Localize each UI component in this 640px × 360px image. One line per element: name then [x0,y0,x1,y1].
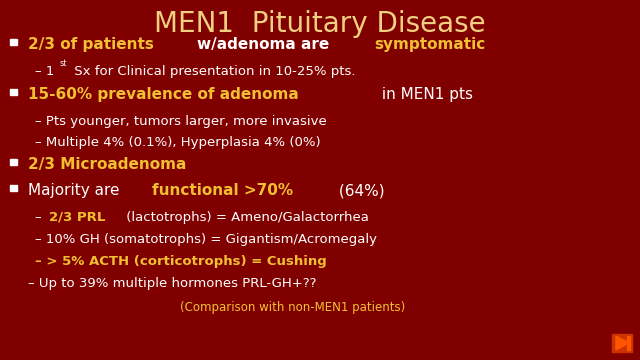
Text: w/adenoma are: w/adenoma are [197,37,335,52]
Text: –: – [35,211,46,224]
Text: – 1: – 1 [35,65,54,78]
Text: 2/3 of patients: 2/3 of patients [28,37,159,52]
Text: – Up to 39% multiple hormones PRL-GH+??: – Up to 39% multiple hormones PRL-GH+?? [28,277,317,290]
Text: (Comparison with non-MEN1 patients): (Comparison with non-MEN1 patients) [180,301,405,314]
Text: – 10% GH (somatotrophs) = Gigantism/Acromegaly: – 10% GH (somatotrophs) = Gigantism/Acro… [35,233,377,246]
Text: functional >70%: functional >70% [152,183,294,198]
Text: 2/3 PRL: 2/3 PRL [49,211,106,224]
Polygon shape [616,336,629,350]
Text: (lactotrophs) = Ameno/Galactorrhea: (lactotrophs) = Ameno/Galactorrhea [122,211,369,224]
Text: st: st [60,59,67,68]
Bar [10,159,17,165]
Bar [10,39,17,45]
Text: in MEN1 pts: in MEN1 pts [378,87,474,102]
Text: – Pts younger, tumors larger, more invasive: – Pts younger, tumors larger, more invas… [35,115,327,128]
Bar [10,89,17,95]
Text: symptomatic: symptomatic [374,37,486,52]
Text: Sx for Clinical presentation in 10-25% pts.: Sx for Clinical presentation in 10-25% p… [70,65,355,78]
Text: Majority are: Majority are [28,183,124,198]
Text: 15-60% prevalence of adenoma: 15-60% prevalence of adenoma [28,87,299,102]
Text: MEN1  Pituitary Disease: MEN1 Pituitary Disease [154,10,486,38]
Text: (64%): (64%) [335,183,385,198]
Text: 2/3 Microadenoma: 2/3 Microadenoma [28,157,186,172]
Text: – > 5% ACTH (corticotrophs) = Cushing: – > 5% ACTH (corticotrophs) = Cushing [35,255,327,268]
Bar [10,185,17,191]
Text: – Multiple 4% (0.1%), Hyperplasia 4% (0%): – Multiple 4% (0.1%), Hyperplasia 4% (0%… [35,136,321,149]
Bar [612,334,632,352]
Bar [627,336,630,350]
